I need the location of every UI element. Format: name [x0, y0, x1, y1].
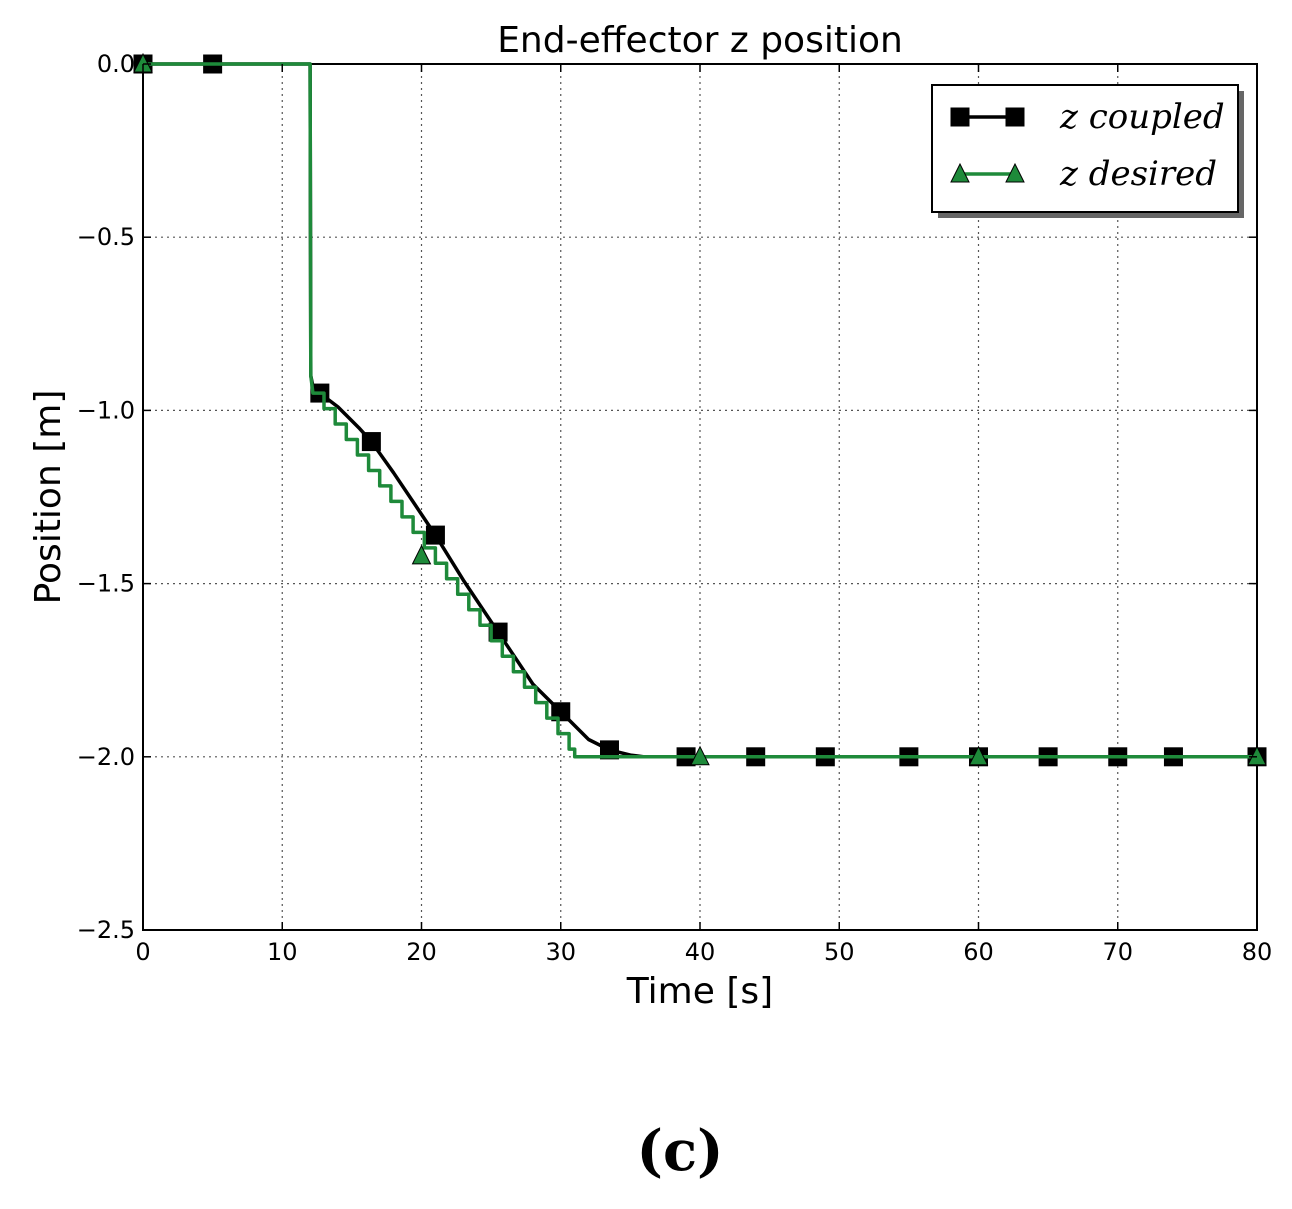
x-tick-label: 80	[1242, 938, 1273, 966]
x-tick-label: 50	[824, 938, 855, 966]
tick-layer: 0 10 20 30 40 50 60 70 80 0.0 −0.5 −1.0 −1.5 −2.0 −2.5	[77, 50, 1273, 966]
data-point	[1005, 107, 1025, 127]
x-tick-label: 10	[267, 938, 298, 966]
legend-entry: z coupled	[950, 97, 1225, 137]
legend-box	[931, 84, 1239, 213]
legend-entry: z desired	[950, 154, 1217, 194]
data-point	[551, 702, 571, 722]
data-point	[411, 544, 432, 565]
figure-caption: (c)	[636, 1118, 723, 1184]
data-point	[690, 745, 710, 766]
data-point	[361, 432, 381, 452]
y-tick-label: −1.5	[77, 570, 135, 598]
legend-label: z desired	[1059, 154, 1217, 194]
data-point	[1005, 162, 1025, 183]
legend-label: z coupled	[1059, 97, 1225, 137]
data-point	[1247, 745, 1267, 766]
x-tick-label: 30	[545, 938, 576, 966]
y-tick-label: 0.0	[97, 50, 135, 78]
data-point	[968, 745, 989, 766]
series-line	[143, 62, 1257, 759]
x-tick-label: 70	[1102, 938, 1133, 966]
x-tick-label: 0	[135, 938, 150, 966]
y-tick-label: −2.5	[77, 916, 135, 944]
data-point	[950, 162, 970, 183]
y-tick-label: −2.0	[77, 743, 135, 771]
legend: z coupled z desired	[931, 84, 1244, 218]
x-tick-label: 40	[685, 938, 716, 966]
chart-title: End-effector z position	[497, 20, 903, 61]
y-axis-label: Position [m]	[28, 390, 69, 605]
x-axis-label: Time [s]	[626, 971, 773, 1012]
x-tick-label: 60	[963, 938, 994, 966]
x-tick-label: 20	[406, 938, 437, 966]
data-point	[950, 107, 970, 127]
data-point	[425, 525, 445, 545]
series-layer	[133, 52, 1267, 767]
data-point	[599, 740, 619, 760]
series-z-desired	[133, 52, 1267, 766]
y-tick-label: −0.5	[77, 223, 135, 251]
y-tick-label: −1.0	[77, 396, 135, 424]
